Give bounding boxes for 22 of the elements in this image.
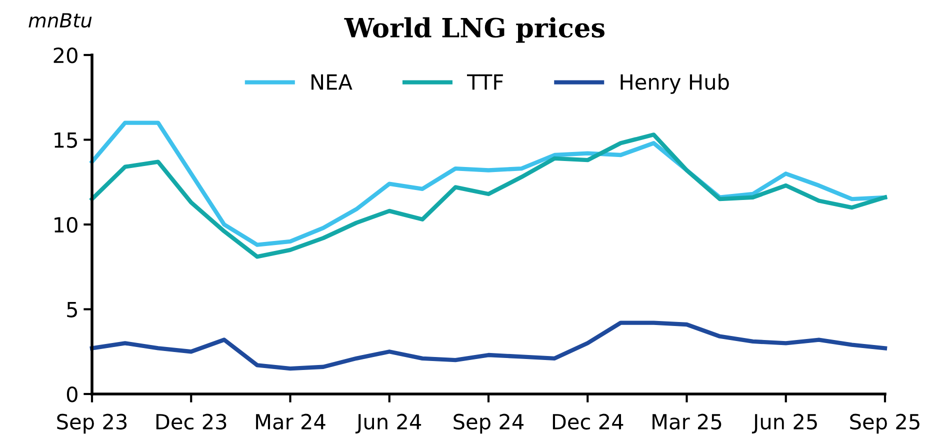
legend-label: Henry Hub: [620, 74, 729, 94]
x-tick-label: Jun 25: [752, 414, 817, 434]
x-tick-label: Mar 25: [652, 414, 722, 430]
x-tick-label: Dec 23: [156, 414, 226, 430]
y-tick-label: 20: [54, 47, 78, 64]
legend-label: NEA: [312, 74, 352, 90]
legend-label: TTF: [467, 74, 503, 90]
y-tick-label: 15: [54, 132, 77, 148]
line-series: [90, 132, 888, 259]
x-tick-label: Sep 23: [57, 414, 127, 434]
y-axis-title: mnBtu: [28, 13, 92, 28]
y-tick-label: 10: [54, 216, 78, 233]
x-tick-label: Sep 24: [454, 414, 524, 434]
x-tick-label: Sep 25: [850, 414, 920, 434]
x-tick-label: Dec 24: [552, 414, 624, 430]
chart-title: World LNG prices: [344, 17, 604, 43]
y-tick-label: 5: [67, 302, 77, 318]
line-series: [90, 320, 888, 371]
y-tick-label: 0: [66, 386, 78, 402]
x-tick-label: Jun 24: [355, 414, 422, 434]
x-tick-label: Mar 24: [256, 414, 326, 430]
line-series: [90, 120, 888, 247]
